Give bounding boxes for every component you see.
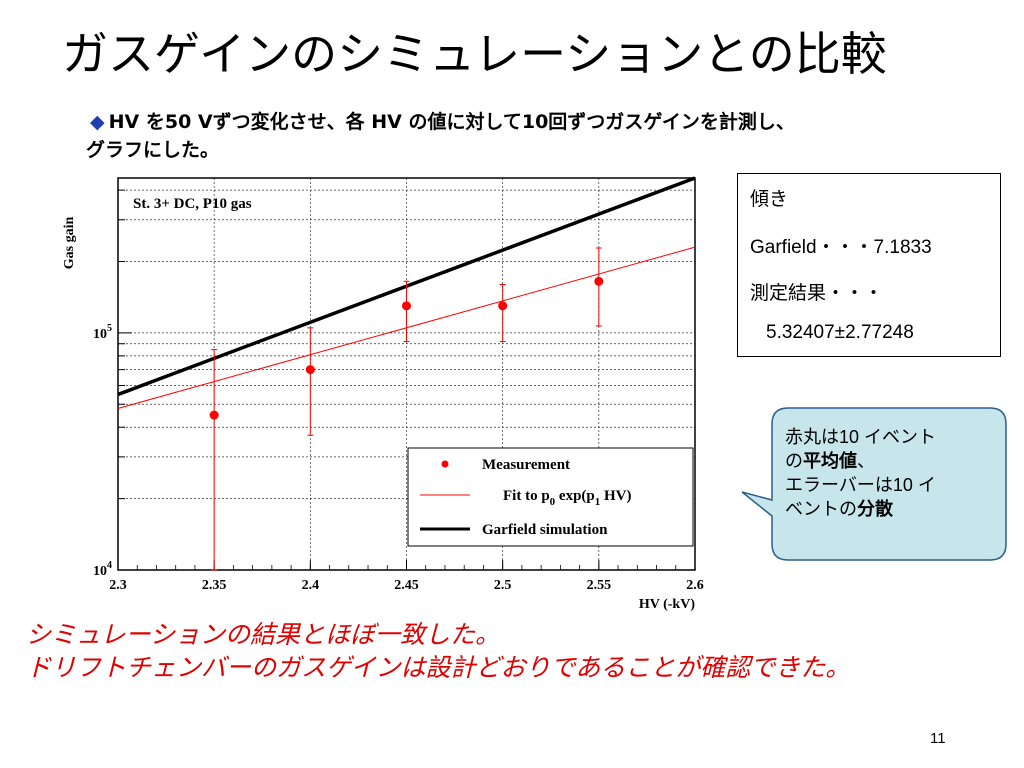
description: ◆ HV を50 Vずつ変化させ、各 HV の値に対して10回ずつガスゲインを計測… xyxy=(86,108,990,164)
slide-title: ガスゲインのシミュレーションとの比較 xyxy=(62,27,887,81)
description-line-1: HV を50 Vずつ変化させ、各 HV の値に対して10回ずつガスゲインを計測し… xyxy=(108,111,795,133)
measurement-point xyxy=(305,365,315,375)
legend-label: Measurement xyxy=(482,457,570,473)
x-tick-label: 2.3 xyxy=(109,578,127,593)
gas-gain-chart: 2.3 2.35 2.4 2.45 2.5 2.55 2.6 105 104 St. 3+ DC… xyxy=(62,176,704,612)
slope-box: 傾き Garfield・・・7.1833 測定結果・・・ 5.32407±2.7… xyxy=(737,173,1001,357)
diamond-bullet-icon: ◆ xyxy=(90,111,105,133)
measurement-point xyxy=(209,410,219,420)
legend-point-swatch xyxy=(441,460,449,468)
conclusion: シミュレーションの結果とほぼ一致した。 ドリフトチェンバーのガスゲインは設計どお… xyxy=(26,618,850,684)
callout-line-1: 赤丸は10 イベント xyxy=(785,427,937,447)
x-tick-label: 2.5 xyxy=(494,578,512,593)
x-tick-label: 2.4 xyxy=(302,578,320,593)
legend-label: Fit to p0 exp(p1 HV) xyxy=(503,488,632,508)
callout-bubble xyxy=(741,407,1007,561)
measurement-point xyxy=(594,276,604,286)
measurement-point xyxy=(498,301,508,311)
conclusion-line-2: ドリフトチェンバーのガスゲインは設計どおりであることが確認できた。 xyxy=(26,653,851,682)
x-tick-label: 2.6 xyxy=(686,578,704,593)
slope-measured-label: 測定結果・・・ xyxy=(750,283,884,304)
y-tick-label: 105 xyxy=(93,323,112,342)
chart-legend: Measurement Fit to p0 exp(p1 HV) Garfield … xyxy=(407,447,694,547)
callout-line-3: エラーバーは10 イ xyxy=(785,475,936,495)
chart-series xyxy=(117,176,696,571)
chart-axes: 2.3 2.35 2.4 2.45 2.5 2.55 2.6 105 104 xyxy=(93,189,704,593)
chart-title: St. 3+ DC, P10 gas xyxy=(133,196,252,212)
callout-line-4: ベントの分散 xyxy=(785,499,893,519)
callout-text: 赤丸は10 イベント の平均値、 エラーバーは10 イ ベントの分散 xyxy=(785,425,995,521)
page-number: 11 xyxy=(930,730,946,747)
callout-line-2: の平均値、 xyxy=(785,451,875,471)
x-axis-label: HV (-kV) xyxy=(639,597,695,612)
x-tick-label: 2.35 xyxy=(202,578,227,593)
x-tick-label: 2.45 xyxy=(394,578,419,593)
measurement-point xyxy=(402,301,411,311)
x-tick-label: 2.55 xyxy=(587,578,612,593)
slope-garfield: Garfield・・・7.1833 xyxy=(750,237,932,258)
slope-heading: 傾き xyxy=(750,189,789,210)
description-line-2: グラフにした。 xyxy=(86,139,220,161)
y-tick-label: 104 xyxy=(93,560,112,579)
legend-label: Garfield simulation xyxy=(482,522,608,538)
conclusion-line-1: シミュレーションの結果とほぼ一致した。 xyxy=(26,620,501,649)
slope-measured-value: 5.32407±2.77248 xyxy=(766,322,914,343)
y-axis-label: Gas gain xyxy=(62,217,77,270)
